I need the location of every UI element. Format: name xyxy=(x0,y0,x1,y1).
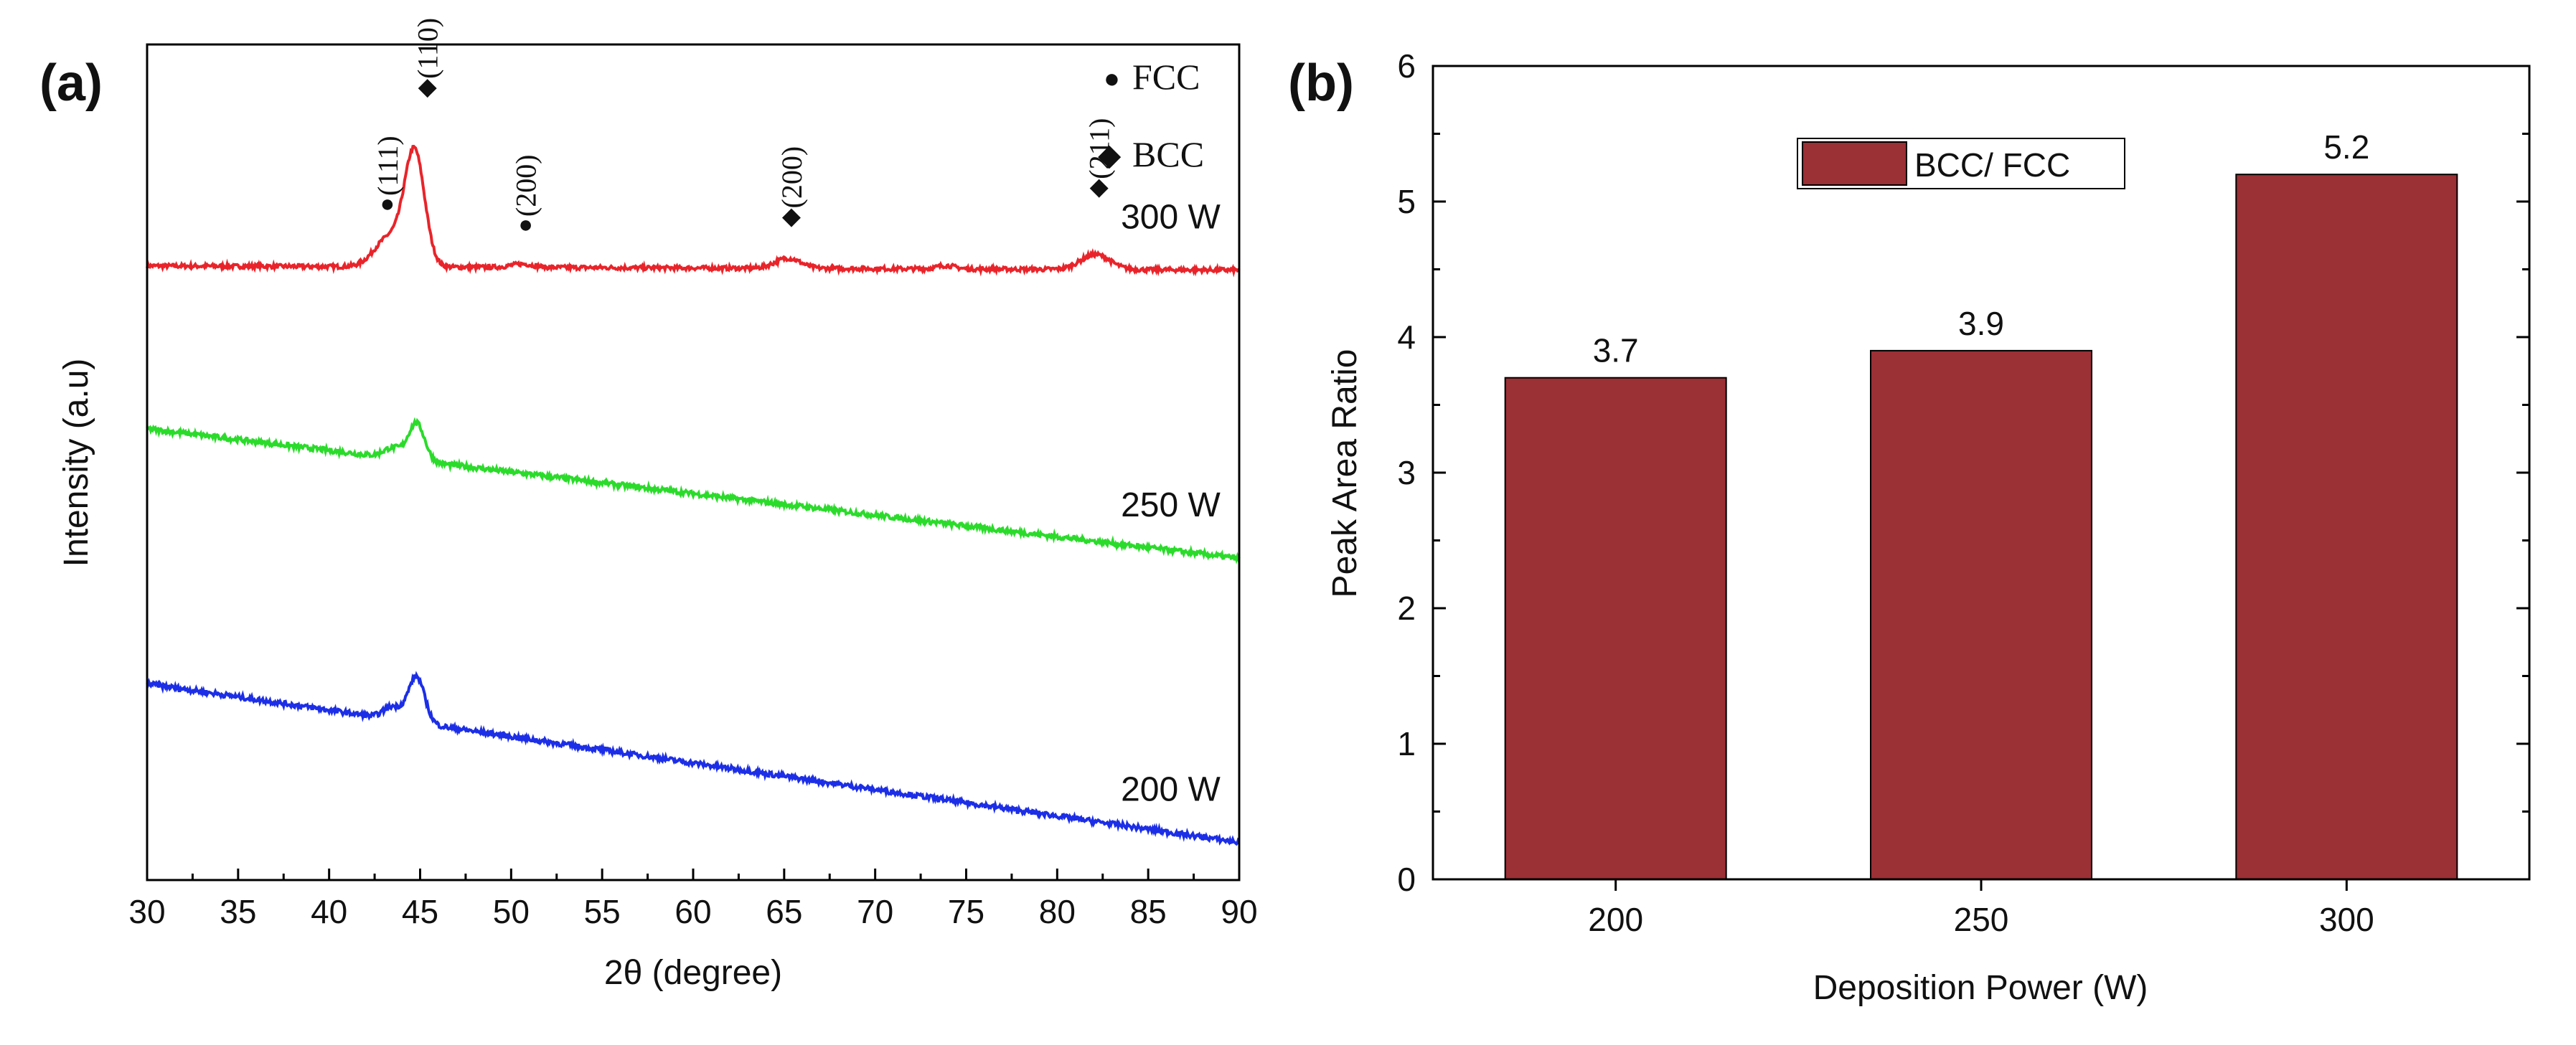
y-tick-label-b: 0 xyxy=(1397,861,1416,898)
bar xyxy=(1870,349,2092,880)
x-axis-ticks-b: 200 250 300 xyxy=(1588,879,2374,938)
peak-marker: ● xyxy=(518,212,533,238)
legend-a: ● FCC ◆ BCC xyxy=(1098,57,1204,174)
xrd-series-group: 300 W 250 W 200 W xyxy=(146,144,1241,846)
xrd-series-line xyxy=(146,417,1241,564)
peak-labels-group: ●(111)◆(110)●(200) ◆(200) ◆(211) xyxy=(372,18,1116,238)
peak-hkl-label: (111) xyxy=(372,136,404,196)
x-axis-ticks-a: 30 35 40 45 50 55 60 65 70 75 80 85 90 xyxy=(128,869,1258,930)
y-axis-label-a: Intensity (a.u) xyxy=(57,359,95,567)
legend-b-label: BCC/ FCC xyxy=(1914,146,2070,184)
legend-b-swatch xyxy=(1802,141,1907,186)
legend-a-fcc-marker: ● xyxy=(1104,64,1120,94)
peak-hkl-label: (200) xyxy=(510,154,542,217)
x-tick-label-a: 75 xyxy=(948,893,984,930)
legend-b-box xyxy=(1797,138,2125,189)
series-label: 250 W xyxy=(1121,486,1221,524)
peak-marker: ◆ xyxy=(1090,174,1109,201)
x-tick-label-a: 35 xyxy=(220,893,256,930)
x-tick-label-a: 70 xyxy=(857,893,893,930)
x-tick-label-a: 85 xyxy=(1130,893,1167,930)
y-tick-label-b: 2 xyxy=(1397,590,1416,627)
x-tick-label-b: 300 xyxy=(2319,901,2374,938)
peak-hkl-label: (211) xyxy=(1083,118,1116,179)
y-tick-label-b: 6 xyxy=(1397,47,1416,85)
y-tick-label-b: 1 xyxy=(1397,725,1416,762)
peak-hkl-label: (110) xyxy=(412,18,444,79)
panel-label-b: (b) xyxy=(1288,55,1354,112)
x-axis-label-b: Deposition Power (W) xyxy=(1813,969,2148,1007)
peak-marker: ◆ xyxy=(418,74,438,100)
panel-label-a: (a) xyxy=(39,55,103,112)
x-tick-label-b: 200 xyxy=(1588,901,1643,938)
y-axis-label-b: Peak Area Ratio xyxy=(1326,349,1364,598)
bar-data-label: 3.7 xyxy=(1593,332,1639,369)
bars-group: 3.7 3.9 5.2 xyxy=(1504,128,2458,880)
peak-marker: ● xyxy=(380,191,395,217)
x-tick-label-a: 60 xyxy=(674,893,711,930)
series-label: 200 W xyxy=(1121,770,1221,808)
x-axis-label-a: 2θ (degree) xyxy=(604,954,782,992)
legend-a-bcc-marker: ◆ xyxy=(1098,139,1122,172)
legend-b: BCC/ FCC xyxy=(1797,138,2125,189)
x-tick-label-a: 40 xyxy=(311,893,347,930)
x-tick-label-a: 90 xyxy=(1221,893,1257,930)
xrd-series-line xyxy=(146,144,1241,278)
peak-hkl-label: (200) xyxy=(776,146,808,209)
y-tick-label-b: 5 xyxy=(1397,183,1416,220)
y-axis-ticks-b: 0 1 2 3 4 5 6 xyxy=(1397,47,2529,898)
xrd-series-line xyxy=(146,671,1241,846)
bar-data-label: 5.2 xyxy=(2323,128,2369,166)
bar-data-label: 3.9 xyxy=(1958,305,2004,342)
x-tick-label-a: 45 xyxy=(402,893,438,930)
x-tick-label-a: 80 xyxy=(1039,893,1076,930)
plot-frame-b xyxy=(1432,65,2531,881)
x-tick-label-b: 250 xyxy=(1954,901,2009,938)
legend-a-bcc-label: BCC xyxy=(1132,134,1204,174)
x-tick-label-a: 55 xyxy=(584,893,621,930)
bar xyxy=(2235,174,2458,880)
x-tick-label-a: 50 xyxy=(493,893,530,930)
series-label: 300 W xyxy=(1121,198,1221,236)
plot-frame-a xyxy=(146,43,1241,881)
y-tick-label-b: 3 xyxy=(1397,454,1416,491)
x-tick-label-a: 65 xyxy=(766,893,802,930)
bar xyxy=(1504,377,1727,880)
peak-marker: ◆ xyxy=(782,203,802,230)
legend-a-fcc-label: FCC xyxy=(1132,57,1200,97)
y-tick-label-b: 4 xyxy=(1397,318,1416,356)
x-tick-label-a: 30 xyxy=(128,893,165,930)
